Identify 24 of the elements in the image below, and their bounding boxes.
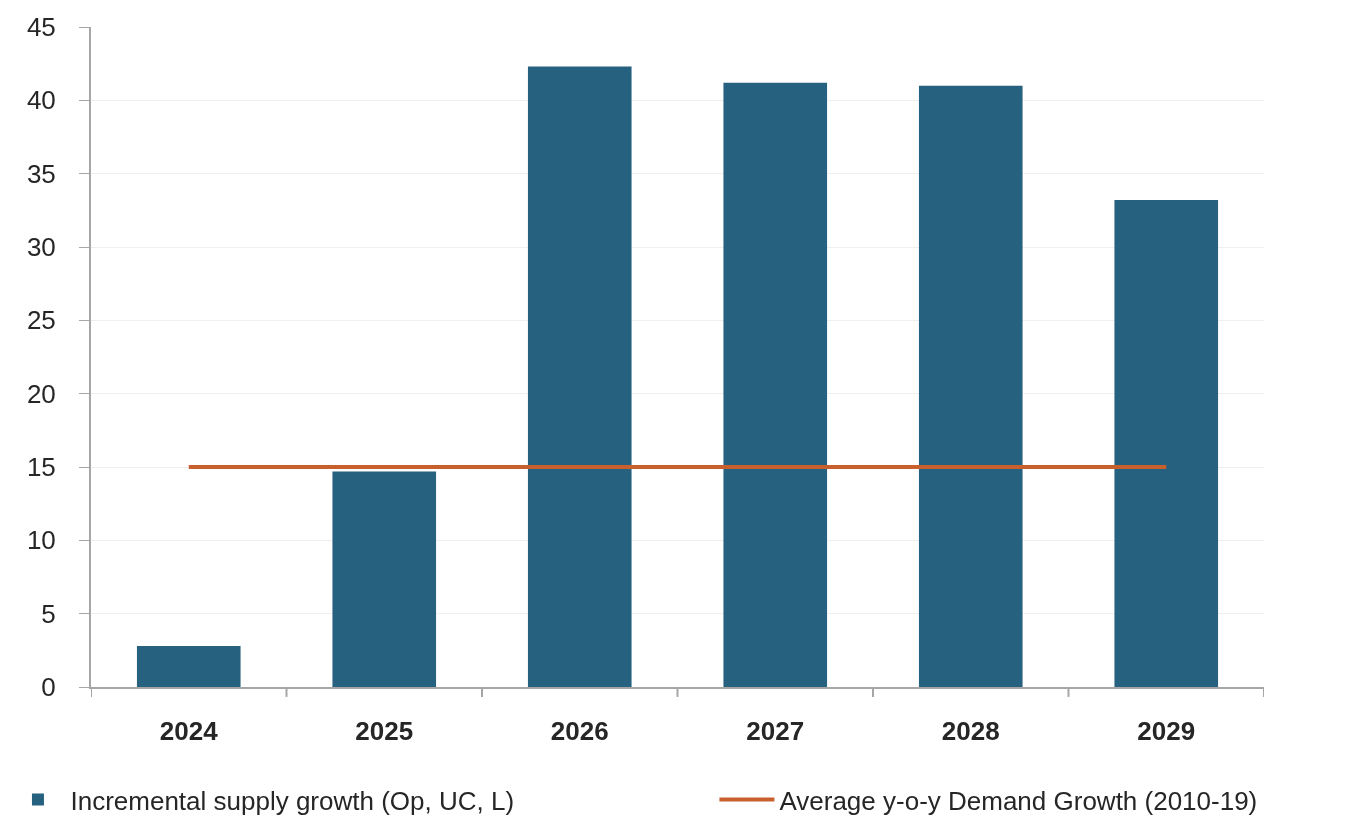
bar bbox=[918, 85, 1023, 687]
bar bbox=[723, 82, 828, 687]
bar bbox=[136, 645, 241, 687]
x-tick-label: 2026 bbox=[550, 716, 609, 747]
x-tick-label: 2027 bbox=[746, 716, 805, 747]
bar bbox=[332, 471, 437, 687]
x-tick-label: 2028 bbox=[941, 716, 1000, 747]
y-tick-label: 35 bbox=[26, 158, 56, 189]
y-tick-label: 20 bbox=[26, 378, 56, 409]
y-tick-label: 10 bbox=[26, 525, 56, 556]
y-tick-label: 0 bbox=[41, 672, 56, 703]
legend-label: Average y-o-y Demand Growth (2010-19) bbox=[779, 785, 1258, 816]
y-tick-label: 40 bbox=[26, 85, 56, 116]
y-tick-label: 45 bbox=[26, 12, 56, 43]
x-tick-label: 2025 bbox=[355, 716, 414, 747]
bar bbox=[1114, 200, 1219, 687]
x-tick-label: 2024 bbox=[159, 716, 219, 747]
y-tick-label: 15 bbox=[26, 452, 56, 483]
x-tick-label: 2029 bbox=[1137, 716, 1196, 747]
y-tick-label: 30 bbox=[26, 232, 56, 263]
legend-label: Incremental supply growth (Op, UC, L) bbox=[70, 785, 515, 816]
y-tick-label: 25 bbox=[26, 305, 56, 336]
y-tick-label: 5 bbox=[41, 598, 56, 629]
bar bbox=[527, 66, 632, 687]
